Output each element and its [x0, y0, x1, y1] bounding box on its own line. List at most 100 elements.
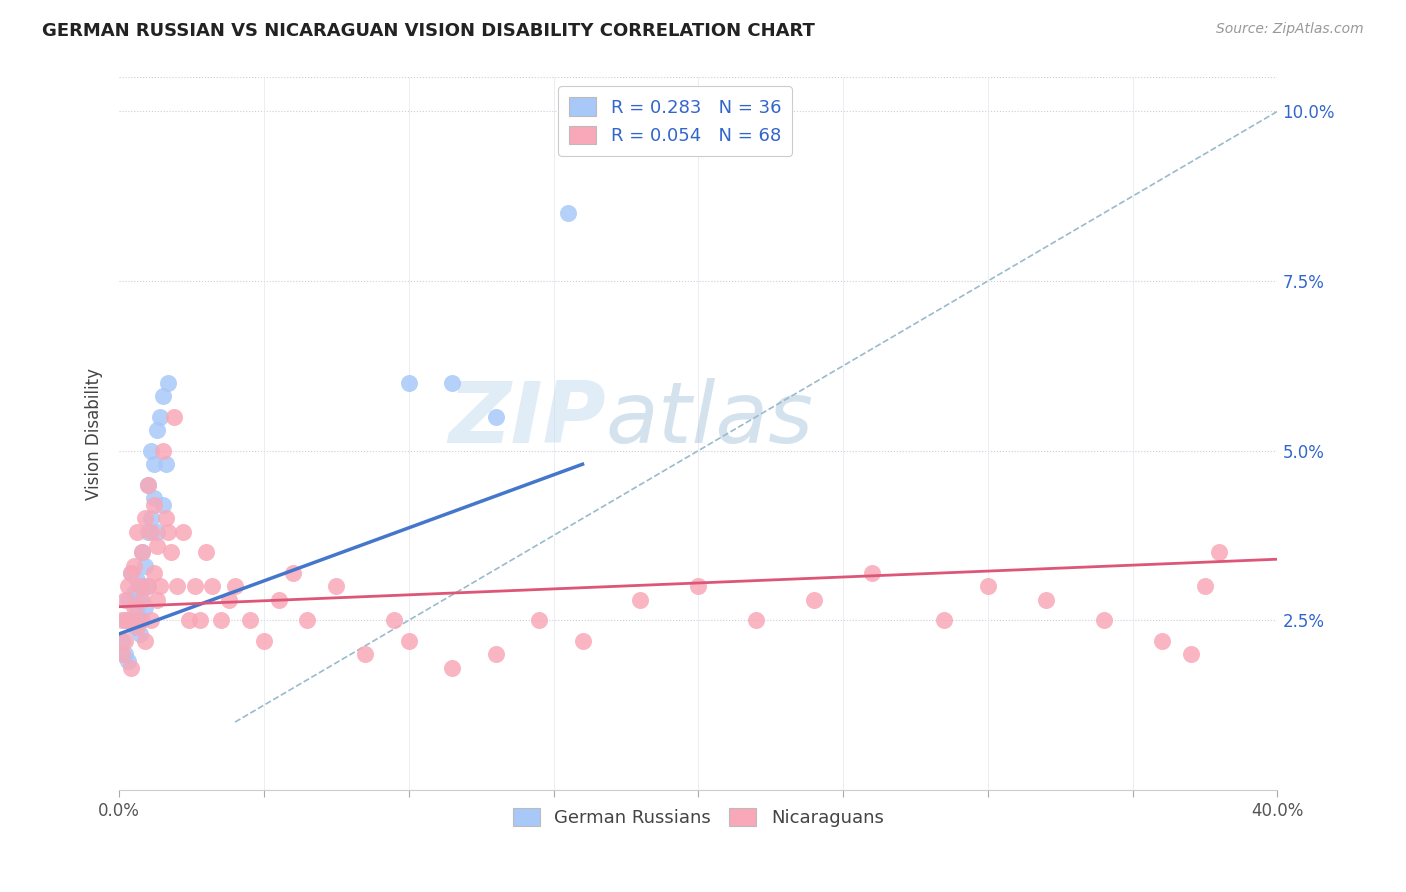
Point: [146, 539, 169, 553]
Point: [398, 633, 420, 648]
Point: [177, 613, 200, 627]
Point: [136, 477, 159, 491]
Point: [122, 599, 145, 614]
Point: [117, 613, 139, 627]
Point: [120, 661, 142, 675]
Point: [128, 613, 150, 627]
Point: [131, 579, 153, 593]
Point: [114, 593, 136, 607]
Point: [122, 559, 145, 574]
Point: [628, 593, 651, 607]
Point: [163, 409, 186, 424]
Point: [111, 613, 134, 627]
Point: [382, 613, 405, 627]
Point: [224, 579, 246, 593]
Text: atlas: atlas: [606, 378, 814, 461]
Point: [143, 566, 166, 580]
Point: [120, 566, 142, 580]
Point: [120, 566, 142, 580]
Point: [131, 545, 153, 559]
Point: [183, 579, 205, 593]
Point: [122, 586, 145, 600]
Point: [281, 566, 304, 580]
Text: GERMAN RUSSIAN VS NICARAGUAN VISION DISABILITY CORRELATION CHART: GERMAN RUSSIAN VS NICARAGUAN VISION DISA…: [42, 22, 815, 40]
Point: [125, 573, 148, 587]
Point: [238, 613, 260, 627]
Point: [860, 566, 883, 580]
Point: [143, 498, 166, 512]
Point: [977, 579, 1000, 593]
Point: [152, 498, 174, 512]
Point: [114, 647, 136, 661]
Point: [745, 613, 768, 627]
Point: [134, 633, 156, 648]
Point: [139, 443, 162, 458]
Point: [398, 376, 420, 390]
Point: [209, 613, 232, 627]
Point: [160, 545, 183, 559]
Point: [485, 647, 508, 661]
Point: [139, 511, 162, 525]
Point: [297, 613, 319, 627]
Point: [166, 579, 188, 593]
Point: [1150, 633, 1173, 648]
Point: [253, 633, 276, 648]
Point: [188, 613, 211, 627]
Point: [149, 579, 172, 593]
Point: [136, 579, 159, 593]
Point: [128, 627, 150, 641]
Point: [117, 654, 139, 668]
Point: [136, 579, 159, 593]
Point: [134, 511, 156, 525]
Point: [111, 647, 134, 661]
Point: [125, 620, 148, 634]
Point: [195, 545, 218, 559]
Text: Source: ZipAtlas.com: Source: ZipAtlas.com: [1216, 22, 1364, 37]
Point: [146, 593, 169, 607]
Point: [131, 545, 153, 559]
Point: [125, 524, 148, 539]
Point: [688, 579, 710, 593]
Point: [128, 593, 150, 607]
Point: [1194, 579, 1216, 593]
Point: [139, 613, 162, 627]
Y-axis label: Vision Disability: Vision Disability: [86, 368, 103, 500]
Point: [146, 524, 169, 539]
Point: [441, 376, 464, 390]
Point: [114, 613, 136, 627]
Point: [139, 524, 162, 539]
Point: [155, 457, 177, 471]
Point: [218, 593, 240, 607]
Point: [1180, 647, 1202, 661]
Point: [143, 491, 166, 505]
Point: [557, 206, 579, 220]
Point: [157, 376, 180, 390]
Point: [527, 613, 550, 627]
Point: [131, 613, 153, 627]
Point: [267, 593, 290, 607]
Point: [934, 613, 956, 627]
Point: [117, 593, 139, 607]
Point: [325, 579, 347, 593]
Point: [1092, 613, 1115, 627]
Point: [143, 457, 166, 471]
Point: [111, 633, 134, 648]
Point: [117, 579, 139, 593]
Point: [152, 443, 174, 458]
Point: [157, 524, 180, 539]
Point: [134, 559, 156, 574]
Point: [120, 613, 142, 627]
Point: [122, 620, 145, 634]
Point: [152, 389, 174, 403]
Point: [172, 524, 194, 539]
Point: [571, 633, 593, 648]
Point: [128, 579, 150, 593]
Text: ZIP: ZIP: [449, 378, 606, 461]
Point: [136, 524, 159, 539]
Point: [149, 409, 172, 424]
Point: [1035, 593, 1057, 607]
Point: [136, 477, 159, 491]
Point: [354, 647, 377, 661]
Point: [125, 607, 148, 621]
Point: [146, 423, 169, 437]
